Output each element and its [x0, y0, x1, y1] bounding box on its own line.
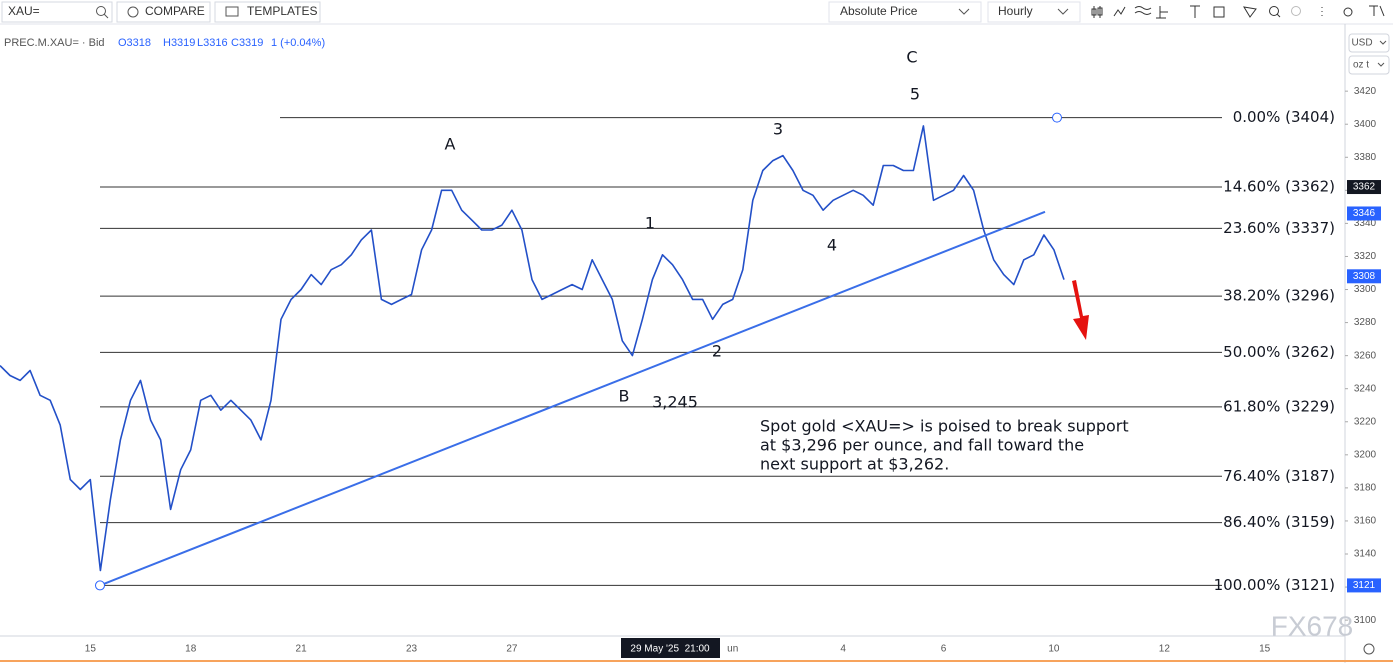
interval-select[interactable] — [987, 1, 1081, 23]
fib-handle — [1052, 112, 1062, 123]
compare-button[interactable] — [116, 1, 211, 23]
y-tick-label: 3380 — [1354, 152, 1377, 163]
ohlc-text: L3316 — [197, 37, 228, 49]
fib-level-label: 50.00% (3262) — [1223, 343, 1335, 361]
toolbar-icons[interactable] — [1091, 5, 1385, 19]
crosshair-x-label: 29 May '25 21:00 — [630, 644, 710, 655]
x-tick-label: 15 — [85, 644, 97, 655]
fib-level-label: 86.40% (3159) — [1223, 513, 1335, 531]
symbol-box[interactable] — [1, 1, 113, 23]
price-mode[interactable]: Absolute Price — [840, 4, 918, 18]
y-tick-label: 3180 — [1354, 483, 1377, 494]
ohlc-text: 1 (+0.04%) — [271, 37, 325, 49]
y-tick-label: 3160 — [1354, 516, 1377, 527]
compare-label[interactable]: COMPARE — [145, 4, 205, 18]
compare-icon — [127, 6, 139, 18]
y-tick-label: 3100 — [1354, 615, 1377, 626]
templates-icon — [225, 6, 239, 17]
templates-label[interactable]: TEMPLATES — [247, 4, 317, 18]
price-tag — [1347, 269, 1381, 284]
y-tick-label: 3320 — [1354, 251, 1377, 262]
legend-header: PREC.M.XAU= · Bid O3318 H3319 L3316 C3319 1 (… — [4, 37, 325, 49]
note-line: Spot gold <XAU=> is poised to break supp… — [760, 417, 1129, 436]
ohlc-text: H3319 — [163, 37, 195, 49]
interval[interactable]: Hourly — [998, 4, 1033, 18]
ohlc-text: PREC.M.XAU= · Bid — [4, 37, 105, 49]
x-tick-label: 27 — [506, 644, 518, 655]
x-tick-label: 23 — [406, 644, 418, 655]
y-tick-label: 3260 — [1354, 350, 1377, 361]
fib-level-label: 0.00% (3404) — [1233, 108, 1335, 126]
x-tick-label: 12 — [1159, 644, 1171, 655]
wave-label: 1 — [645, 214, 655, 233]
x-tick-label: 10 — [1048, 644, 1060, 655]
dropdown-arrow — [958, 8, 970, 15]
fib-level-label: 61.80% (3229) — [1223, 397, 1335, 415]
note-line: at $3,296 per ounce, and fall toward the — [760, 436, 1084, 455]
fib-level-label: 100.00% (3121) — [1214, 576, 1335, 594]
wave-label: 4 — [827, 236, 837, 255]
price-tag — [1347, 206, 1381, 221]
y-tick-label: 3300 — [1354, 284, 1377, 295]
price-tag — [1347, 578, 1381, 593]
unit-button[interactable] — [1348, 55, 1390, 75]
price-tag-label: 3308 — [1353, 271, 1376, 282]
x-tick-label: 6 — [941, 644, 947, 655]
fib-level-label: 38.20% (3296) — [1223, 287, 1335, 305]
price-tag-label: 3121 — [1353, 580, 1376, 591]
watermark: FX678 — [1271, 610, 1354, 641]
trendline — [99, 210, 1046, 587]
y-tick-label: 3420 — [1354, 86, 1377, 97]
search-icon[interactable] — [103, 13, 109, 19]
symbol[interactable]: XAU= — [8, 4, 40, 18]
x-tick-label: 4 — [840, 644, 846, 655]
dropdown-arrow — [1377, 62, 1385, 67]
y-tick-label: 3340 — [1354, 218, 1377, 229]
settings-icon[interactable] — [1363, 643, 1375, 655]
dropdown-arrow — [1057, 8, 1069, 15]
price-tag-label: 3346 — [1353, 208, 1376, 219]
wave-label: 5 — [910, 85, 920, 104]
y-tick-label: 3200 — [1354, 449, 1377, 460]
currency-button[interactable] — [1348, 33, 1390, 53]
templates-button[interactable] — [214, 1, 321, 23]
wave-label: B — [619, 387, 630, 406]
x-tick-label: un — [727, 644, 738, 655]
y-tick-label: 3240 — [1354, 383, 1377, 394]
note-line: next support at $3,262. — [760, 455, 949, 474]
unit[interactable]: oz t — [1353, 60, 1369, 71]
x-tick-label: 21 — [296, 644, 308, 655]
crosshair-x-box — [621, 638, 720, 658]
search-icon[interactable] — [96, 6, 106, 16]
fib-level-label: 76.40% (3187) — [1223, 467, 1335, 485]
price-tag-label: 3362 — [1353, 182, 1376, 193]
dropdown-arrow — [1379, 40, 1387, 45]
y-tick-label: 3220 — [1354, 416, 1377, 427]
y-tick-label: 3400 — [1354, 119, 1377, 130]
fib-level-label: 23.60% (3337) — [1223, 219, 1335, 237]
price-tag — [1347, 180, 1381, 195]
ohlc-text: O3318 — [118, 37, 151, 49]
wave-label: C — [906, 48, 917, 67]
wave-label: 2 — [712, 342, 722, 361]
down-arrow — [1072, 280, 1089, 340]
y-tick-label: 3140 — [1354, 549, 1377, 560]
y-tick-label: 3280 — [1354, 317, 1377, 328]
fib-level-label: 14.60% (3362) — [1223, 178, 1335, 196]
ohlc-text: C3319 — [231, 37, 263, 49]
trendline-handle — [95, 580, 105, 591]
wave-label: 3 — [773, 120, 783, 139]
x-tick-label: 18 — [185, 644, 197, 655]
price-mode-select[interactable] — [828, 1, 982, 23]
wave-label: A — [445, 135, 456, 154]
wave-label: 3,245 — [652, 393, 698, 412]
x-tick-label: 15 — [1259, 644, 1271, 655]
price-line — [0, 125, 1065, 572]
currency[interactable]: USD — [1351, 38, 1372, 49]
